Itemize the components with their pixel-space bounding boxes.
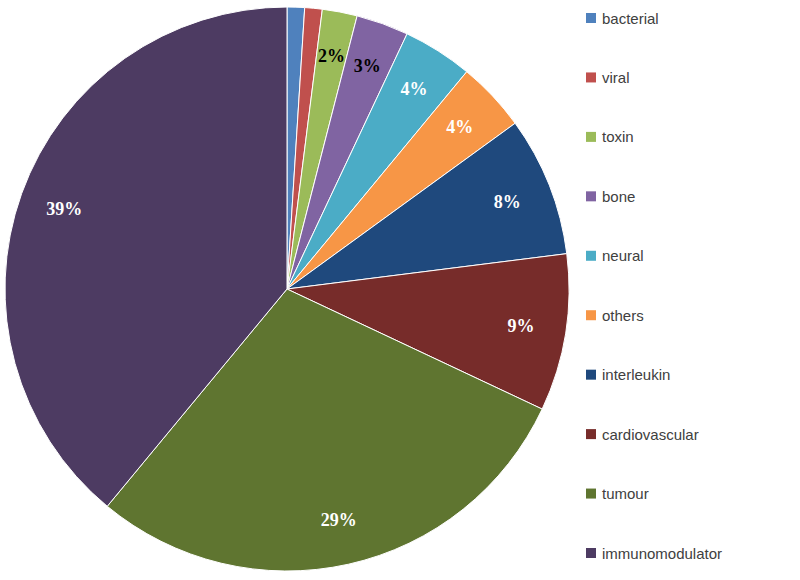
data-label: 4% bbox=[446, 117, 473, 137]
data-label: 9% bbox=[507, 316, 534, 336]
chart: 2% 3% 4% 4% 8% 9% 29% 39% bacterial viral toxin bon… bbox=[0, 0, 800, 580]
legend-swatch bbox=[586, 370, 596, 380]
legend-swatch bbox=[586, 13, 596, 23]
legend-swatch bbox=[586, 429, 596, 439]
legend-label: interleukin bbox=[602, 366, 670, 383]
legend-swatch bbox=[586, 72, 596, 82]
legend-swatch bbox=[586, 489, 596, 499]
legend: bacterial viral toxin bone neural others inter… bbox=[586, 10, 722, 562]
legend-label: others bbox=[602, 307, 644, 324]
legend-label: immunomodulator bbox=[602, 545, 722, 562]
legend-swatch bbox=[586, 548, 596, 558]
pie bbox=[5, 7, 569, 571]
legend-label: cardiovascular bbox=[602, 426, 699, 443]
legend-label: toxin bbox=[602, 128, 634, 145]
data-labels: 2% 3% 4% 4% 8% 9% 29% 39% bbox=[46, 46, 534, 530]
data-label: 39% bbox=[46, 199, 82, 219]
legend-swatch bbox=[586, 251, 596, 261]
legend-swatch bbox=[586, 132, 596, 142]
data-label: 29% bbox=[321, 510, 357, 530]
legend-label: viral bbox=[602, 69, 630, 86]
legend-swatch bbox=[586, 191, 596, 201]
legend-swatch bbox=[586, 310, 596, 320]
legend-label: tumour bbox=[602, 485, 649, 502]
data-label: 4% bbox=[400, 79, 427, 99]
data-label: 8% bbox=[494, 192, 521, 212]
legend-label: neural bbox=[602, 247, 644, 264]
pie-slice bbox=[5, 7, 287, 506]
data-label: 3% bbox=[354, 56, 381, 76]
legend-label: bone bbox=[602, 188, 635, 205]
data-label: 2% bbox=[318, 46, 345, 66]
legend-label: bacterial bbox=[602, 10, 659, 27]
